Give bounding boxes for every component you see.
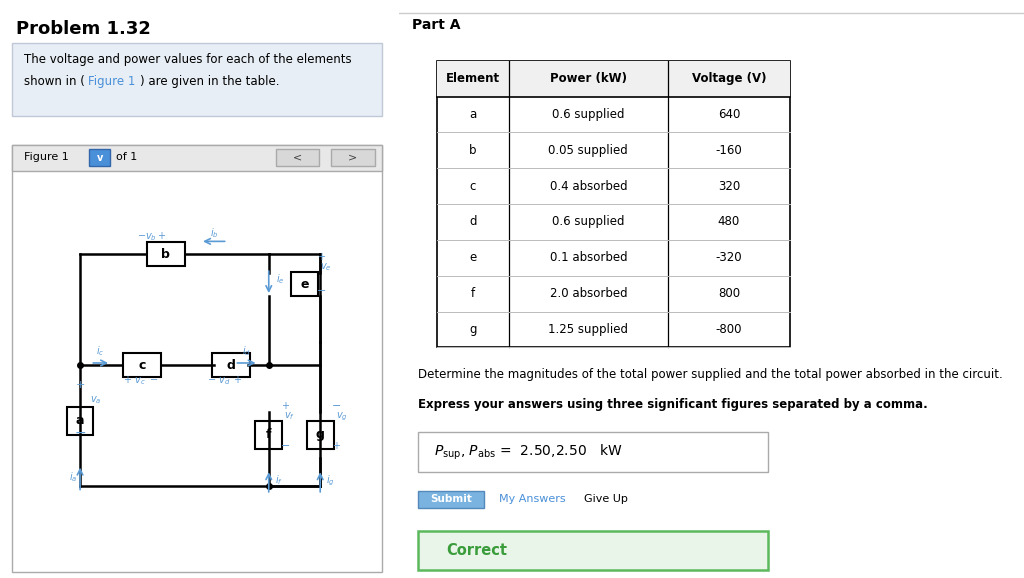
Text: −: − <box>332 401 342 411</box>
Text: Figure 1: Figure 1 <box>24 152 69 162</box>
Text: >: > <box>348 153 357 163</box>
Text: Power (kW): Power (kW) <box>550 72 627 85</box>
Text: -160: -160 <box>716 144 742 157</box>
Text: $v_e$: $v_e$ <box>319 261 331 273</box>
Bar <box>123 353 161 377</box>
Text: $i_b$: $i_b$ <box>210 226 218 240</box>
Text: Correct: Correct <box>446 543 507 558</box>
Text: 0.4 absorbed: 0.4 absorbed <box>550 180 627 192</box>
Bar <box>12 144 382 572</box>
Text: Give Up: Give Up <box>584 494 628 505</box>
Bar <box>331 149 375 166</box>
Text: $i_e$: $i_e$ <box>275 272 285 286</box>
Text: −: − <box>316 286 327 295</box>
Bar <box>147 242 184 266</box>
Text: -320: -320 <box>716 251 742 264</box>
Text: $i_a$: $i_a$ <box>69 470 78 484</box>
Text: e: e <box>469 251 476 264</box>
Bar <box>292 272 318 297</box>
Text: Determine the magnitudes of the total power supplied and the total power absorbe: Determine the magnitudes of the total po… <box>418 368 1002 380</box>
Text: Submit: Submit <box>430 494 472 505</box>
Bar <box>12 43 382 116</box>
Text: Express your answers using three significant figures separated by a comma.: Express your answers using three signifi… <box>418 398 928 410</box>
Text: $v_a$: $v_a$ <box>90 394 101 406</box>
Bar <box>437 61 790 347</box>
Text: d: d <box>469 216 476 228</box>
Bar <box>68 407 93 435</box>
Text: <: < <box>293 153 302 163</box>
Text: g: g <box>315 428 325 441</box>
Text: b: b <box>469 144 476 157</box>
Text: Figure 1: Figure 1 <box>87 75 135 88</box>
Text: −: − <box>281 440 290 450</box>
Text: +: + <box>332 440 340 450</box>
Text: Problem 1.32: Problem 1.32 <box>15 20 151 38</box>
Text: 0.1 absorbed: 0.1 absorbed <box>550 251 627 264</box>
Text: 320: 320 <box>718 180 740 192</box>
Text: 0.05 supplied: 0.05 supplied <box>549 144 628 157</box>
Text: +: + <box>316 252 325 262</box>
Text: My Answers: My Answers <box>500 494 566 505</box>
Text: −: − <box>75 426 86 440</box>
Text: -800: -800 <box>716 323 742 336</box>
Text: 0.6 supplied: 0.6 supplied <box>552 216 625 228</box>
Bar <box>212 353 250 377</box>
Text: e: e <box>300 278 309 291</box>
Text: f: f <box>266 428 271 441</box>
Text: d: d <box>226 359 236 372</box>
Text: 1.25 supplied: 1.25 supplied <box>548 323 629 336</box>
Text: $v_g$: $v_g$ <box>336 411 347 423</box>
Bar <box>255 421 283 449</box>
Text: $-\ v_d\ +$: $-\ v_d\ +$ <box>207 374 243 387</box>
Text: ) are given in the table.: ) are given in the table. <box>140 75 280 88</box>
Text: c: c <box>470 180 476 192</box>
Text: $+\ v_c\ -$: $+\ v_c\ -$ <box>123 374 159 387</box>
Text: of 1: of 1 <box>117 152 137 162</box>
Text: g: g <box>469 323 476 336</box>
Text: v: v <box>96 153 102 163</box>
Bar <box>307 421 334 449</box>
Text: Voltage (V): Voltage (V) <box>691 72 766 85</box>
Text: +: + <box>76 380 85 390</box>
Text: b: b <box>162 248 170 261</box>
Text: a: a <box>76 414 84 427</box>
Text: $i_d$: $i_d$ <box>242 344 251 358</box>
Bar <box>418 491 483 508</box>
Text: 800: 800 <box>718 287 740 300</box>
Bar <box>12 144 382 171</box>
Bar <box>275 149 319 166</box>
Text: Part A: Part A <box>412 18 461 32</box>
Text: Element: Element <box>445 72 500 85</box>
Bar <box>89 149 111 166</box>
Text: 0.6 supplied: 0.6 supplied <box>552 108 625 121</box>
Bar <box>437 61 790 97</box>
Text: shown in (: shown in ( <box>24 75 85 88</box>
Text: $i_c$: $i_c$ <box>96 344 104 358</box>
Text: The voltage and power values for each of the elements: The voltage and power values for each of… <box>24 53 351 66</box>
Text: +: + <box>281 401 289 411</box>
Text: $i_g$: $i_g$ <box>327 473 335 488</box>
Text: $P_{\rm sup}$, $P_{\rm abs}$ =  2.50,2.50   kW: $P_{\rm sup}$, $P_{\rm abs}$ = 2.50,2.50… <box>434 442 623 462</box>
Text: 480: 480 <box>718 216 740 228</box>
Text: $-v_b+$: $-v_b+$ <box>136 231 166 243</box>
Text: c: c <box>138 359 145 372</box>
Text: 2.0 absorbed: 2.0 absorbed <box>550 287 627 300</box>
Text: $v_f$: $v_f$ <box>285 410 295 423</box>
Bar <box>418 432 768 472</box>
Text: f: f <box>471 287 475 300</box>
Text: $i_f$: $i_f$ <box>274 473 283 487</box>
Text: a: a <box>469 108 476 121</box>
Bar <box>418 531 768 570</box>
Text: 640: 640 <box>718 108 740 121</box>
